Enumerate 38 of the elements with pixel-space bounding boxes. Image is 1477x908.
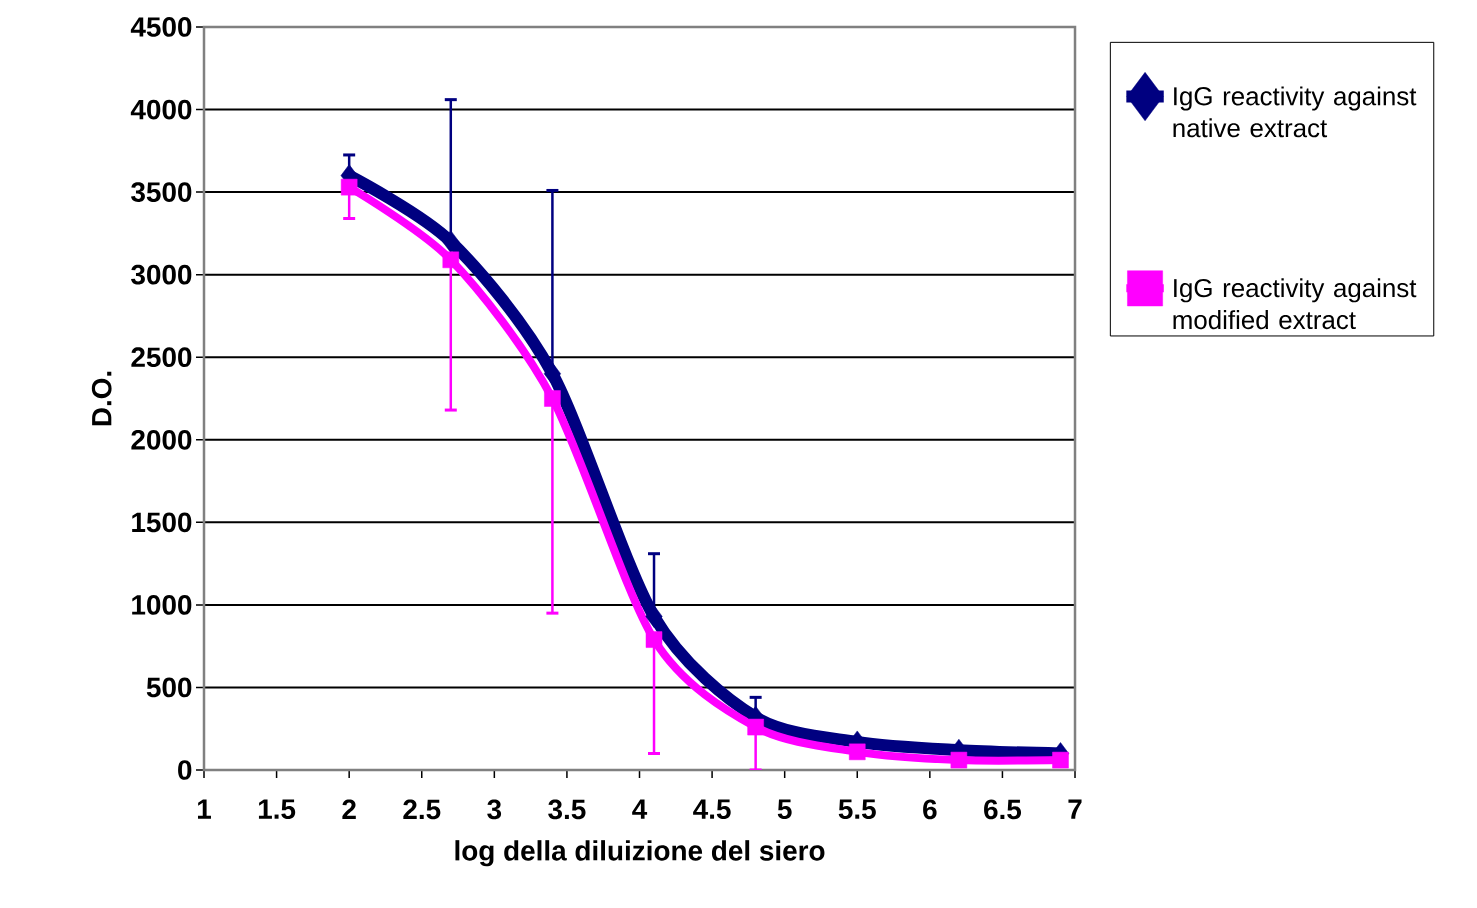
x-tick-label: 3 xyxy=(487,799,502,820)
x-tick-label: 7 xyxy=(1068,799,1082,819)
point xyxy=(544,390,561,407)
legend-label: IgG reactivity against modified extract xyxy=(1173,278,1417,330)
y-tick-label: 2500 xyxy=(131,347,192,368)
point xyxy=(442,230,460,253)
point xyxy=(543,362,561,385)
x-tick-label: 6.5 xyxy=(984,799,1022,820)
x-axis-title: log della diluizione del siero xyxy=(455,840,825,867)
x-tick-label: 4 xyxy=(632,799,648,819)
point xyxy=(849,743,866,761)
y-tick-label: 500 xyxy=(146,677,192,698)
point xyxy=(747,718,764,736)
y-tick-label: 3000 xyxy=(131,264,192,285)
x-tick-label: 6 xyxy=(923,799,937,820)
x-tick-label: 1 xyxy=(197,799,211,819)
x-tick-label: 5.5 xyxy=(838,799,876,819)
y-tick-label: 1500 xyxy=(132,512,192,533)
x-tick-label: 2.5 xyxy=(403,799,441,820)
y-tick-label: 1000 xyxy=(132,595,192,615)
point xyxy=(442,251,460,269)
point xyxy=(645,605,663,628)
point xyxy=(1052,751,1069,769)
point xyxy=(950,751,968,769)
x-tick-label: 4.5 xyxy=(693,799,731,819)
legend-label: IgG reactivity against native extract xyxy=(1173,86,1417,138)
y-tick-label: 4000 xyxy=(130,99,192,120)
x-tick-label: 2 xyxy=(342,799,356,819)
y-tick-label: 2000 xyxy=(131,429,192,450)
point xyxy=(645,631,663,648)
y-tick-label: 0 xyxy=(178,760,192,780)
y-axis-title: D.O. xyxy=(91,371,112,426)
point xyxy=(340,178,358,196)
y-tick-label: 4500 xyxy=(130,17,192,37)
x-tick-label: 1.5 xyxy=(258,799,296,819)
y-tick-label: 3500 xyxy=(131,182,192,202)
x-tick-label: 5 xyxy=(777,799,792,819)
x-tick-label: 3.5 xyxy=(548,799,586,820)
